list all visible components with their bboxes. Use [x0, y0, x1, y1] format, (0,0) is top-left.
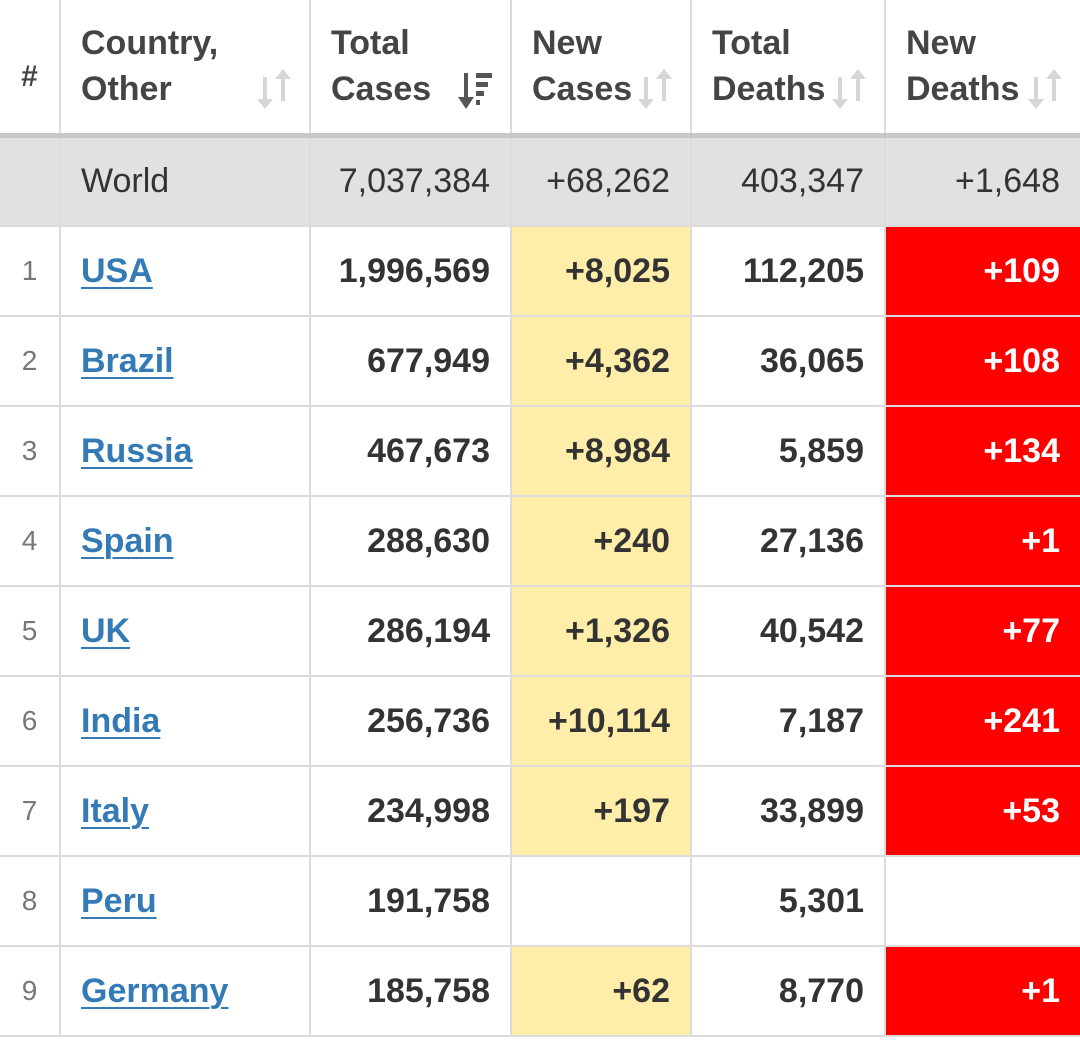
- total-cases-cell: 185,758: [309, 945, 512, 1037]
- new-deaths-cell: +77: [884, 585, 1080, 677]
- country-link[interactable]: India: [81, 701, 161, 740]
- new-cases-cell: [510, 855, 692, 947]
- table-row[interactable]: 2 Brazil 677,949 +4,362 36,065 +108: [0, 315, 1080, 407]
- total-deaths-cell: 112,205: [690, 225, 886, 317]
- country-link[interactable]: Russia: [81, 431, 193, 470]
- total-cases-cell: 256,736: [309, 675, 512, 767]
- header-rank[interactable]: #: [0, 0, 61, 138]
- country-cell: Italy: [59, 765, 311, 857]
- rank-cell: 2: [0, 315, 61, 407]
- country-cell: Germany: [59, 945, 311, 1037]
- sort-descending-icon[interactable]: [458, 69, 492, 109]
- header-total-deaths[interactable]: Total Deaths: [690, 0, 886, 138]
- country-cell: USA: [59, 225, 311, 317]
- total-deaths-cell: 8,770: [690, 945, 886, 1037]
- new-cases-cell: +8,984: [510, 405, 692, 497]
- table-row[interactable]: 8 Peru 191,758 5,301: [0, 855, 1080, 947]
- new-deaths-cell: +108: [884, 315, 1080, 407]
- rank-cell: 4: [0, 495, 61, 587]
- new-cases-cell: +10,114: [510, 675, 692, 767]
- world-total-cases: 7,037,384: [309, 134, 512, 227]
- new-deaths-cell: [884, 855, 1080, 947]
- total-cases-cell: 677,949: [309, 315, 512, 407]
- header-country[interactable]: Country, Other: [59, 0, 311, 138]
- new-cases-cell: +62: [510, 945, 692, 1037]
- header-new-deaths-label: New Deaths: [906, 24, 1020, 109]
- world-rank-cell: [0, 134, 61, 227]
- table-row[interactable]: 6 India 256,736 +10,114 7,187 +241: [0, 675, 1080, 767]
- table-row[interactable]: 3 Russia 467,673 +8,984 5,859 +134: [0, 405, 1080, 497]
- new-deaths-cell: +53: [884, 765, 1080, 857]
- country-cell: UK: [59, 585, 311, 677]
- table-row[interactable]: 9 Germany 185,758 +62 8,770 +1: [0, 945, 1080, 1037]
- sort-both-icon[interactable]: [832, 68, 866, 109]
- world-new-deaths: +1,648: [884, 134, 1080, 227]
- header-total-cases[interactable]: Total Cases: [309, 0, 512, 138]
- total-cases-cell: 1,996,569: [309, 225, 512, 317]
- world-new-cases: +68,262: [510, 134, 692, 227]
- rank-cell: 9: [0, 945, 61, 1037]
- new-deaths-cell: +1: [884, 495, 1080, 587]
- rank-cell: 8: [0, 855, 61, 947]
- header-row: # Country, Other Total Cases: [0, 0, 1080, 138]
- new-cases-cell: +197: [510, 765, 692, 857]
- total-deaths-cell: 5,301: [690, 855, 886, 947]
- total-deaths-cell: 33,899: [690, 765, 886, 857]
- new-deaths-cell: +1: [884, 945, 1080, 1037]
- country-cell: Brazil: [59, 315, 311, 407]
- total-cases-cell: 288,630: [309, 495, 512, 587]
- world-total-deaths: 403,347: [690, 134, 886, 227]
- country-link[interactable]: Peru: [81, 881, 157, 920]
- total-cases-cell: 467,673: [309, 405, 512, 497]
- header-new-cases[interactable]: New Cases: [510, 0, 692, 138]
- rank-cell: 5: [0, 585, 61, 677]
- world-label: World: [59, 134, 311, 227]
- new-cases-cell: +240: [510, 495, 692, 587]
- country-link[interactable]: USA: [81, 251, 153, 290]
- header-total-cases-label: Total Cases: [331, 24, 432, 109]
- total-cases-cell: 191,758: [309, 855, 512, 947]
- header-new-deaths[interactable]: New Deaths: [884, 0, 1080, 138]
- country-link[interactable]: Spain: [81, 521, 174, 560]
- header-new-cases-label: New Cases: [532, 24, 633, 109]
- table-row[interactable]: 7 Italy 234,998 +197 33,899 +53: [0, 765, 1080, 857]
- new-cases-cell: +4,362: [510, 315, 692, 407]
- header-rank-label: #: [21, 60, 38, 94]
- country-cell: Spain: [59, 495, 311, 587]
- country-link[interactable]: Brazil: [81, 341, 174, 380]
- table-row[interactable]: 4 Spain 288,630 +240 27,136 +1: [0, 495, 1080, 587]
- sort-both-icon[interactable]: [1028, 68, 1062, 109]
- total-deaths-cell: 5,859: [690, 405, 886, 497]
- table-row[interactable]: 1 USA 1,996,569 +8,025 112,205 +109: [0, 225, 1080, 317]
- total-cases-cell: 286,194: [309, 585, 512, 677]
- table-row[interactable]: 5 UK 286,194 +1,326 40,542 +77: [0, 585, 1080, 677]
- new-deaths-cell: +134: [884, 405, 1080, 497]
- total-deaths-cell: 27,136: [690, 495, 886, 587]
- country-cell: Russia: [59, 405, 311, 497]
- rank-cell: 6: [0, 675, 61, 767]
- country-link[interactable]: Italy: [81, 791, 150, 830]
- sort-both-icon[interactable]: [638, 68, 672, 109]
- country-cell: Peru: [59, 855, 311, 947]
- total-deaths-cell: 40,542: [690, 585, 886, 677]
- world-total-row: World 7,037,384 +68,262 403,347 +1,648: [0, 134, 1080, 227]
- country-link[interactable]: Germany: [81, 971, 229, 1010]
- header-total-deaths-label: Total Deaths: [712, 24, 826, 109]
- country-link[interactable]: UK: [81, 611, 131, 650]
- total-cases-cell: 234,998: [309, 765, 512, 857]
- rank-cell: 3: [0, 405, 61, 497]
- total-deaths-cell: 7,187: [690, 675, 886, 767]
- new-cases-cell: +8,025: [510, 225, 692, 317]
- new-deaths-cell: +241: [884, 675, 1080, 767]
- country-cell: India: [59, 675, 311, 767]
- header-country-label: Country, Other: [81, 24, 219, 109]
- new-cases-cell: +1,326: [510, 585, 692, 677]
- total-deaths-cell: 36,065: [690, 315, 886, 407]
- sort-both-icon[interactable]: [257, 68, 291, 109]
- rank-cell: 1: [0, 225, 61, 317]
- new-deaths-cell: +109: [884, 225, 1080, 317]
- rank-cell: 7: [0, 765, 61, 857]
